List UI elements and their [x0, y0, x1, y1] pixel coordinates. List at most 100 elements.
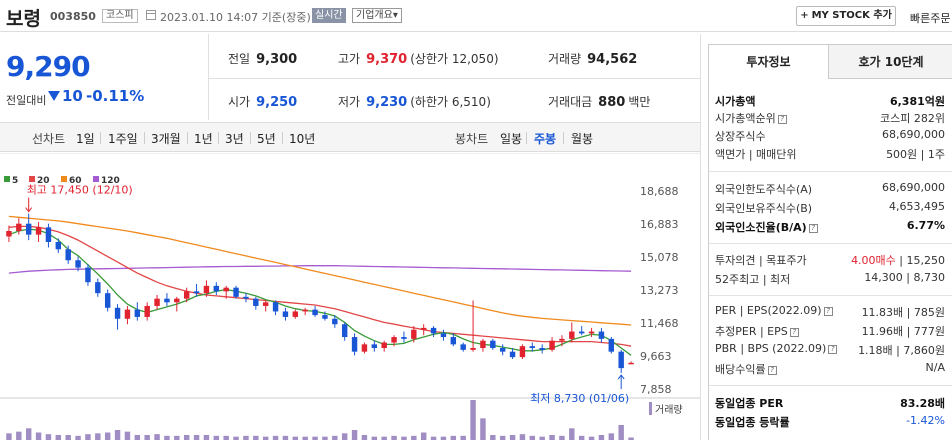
volume-bar: [539, 436, 545, 440]
candle-body: [183, 291, 190, 299]
week52-row: 52주최고 | 최저 14,300 | 8,730: [715, 271, 945, 286]
investment-info-panel: 투자정보 호가 10단계 시가총액 6,381억원 시가총액순위? 코스피 282위…: [708, 44, 952, 440]
help-icon: ?: [808, 223, 818, 233]
volume-bar: [45, 434, 52, 440]
calendar-icon: [146, 10, 156, 20]
period-3m[interactable]: 3개월: [151, 132, 181, 146]
candle-body: [85, 267, 91, 283]
foreign-hold-row: 외국인보유주식수(B) 4,653,495: [715, 200, 945, 215]
candle-body: [65, 249, 71, 261]
divider: [208, 78, 700, 79]
volume-bar: [174, 435, 180, 440]
stock-code: 003850: [50, 10, 96, 23]
volume-bar: [16, 431, 22, 440]
volume-bar: [450, 435, 457, 440]
period-weekly[interactable]: 주봉: [534, 132, 557, 146]
foreign-limit-row: 외국인한도주식수(A) 68,690,000: [715, 181, 945, 196]
candle-body: [144, 305, 150, 317]
line-chart-label: 선차트: [32, 132, 66, 146]
market-cap-rank-row: 시가총액순위? 코스피 282위: [715, 112, 945, 125]
volume-bar: [618, 425, 624, 440]
face-value-row: 액면가 | 매매단위 500원 | 1주: [715, 148, 945, 161]
candle-body: [529, 346, 536, 349]
candle-body: [154, 298, 160, 306]
candle-body: [411, 329, 417, 339]
volume-bar: [529, 435, 536, 440]
ma60-line: [8, 215, 632, 326]
candle-body: [124, 309, 131, 319]
candle-body: [134, 309, 141, 317]
legend-swatch: [4, 176, 10, 182]
legend-label: 120: [101, 176, 120, 186]
divider: [187, 132, 188, 144]
low-arrow-head: [617, 374, 625, 380]
volume-bar: [65, 435, 71, 440]
volume-bar: [608, 433, 615, 440]
divider: [709, 171, 952, 172]
volume-bar: [440, 436, 447, 440]
period-daily[interactable]: 일봉: [500, 132, 523, 146]
candle-body: [628, 362, 634, 365]
timestamp: 2023.01.10 14:07 기준(장중): [160, 11, 311, 24]
volume-bar: [312, 436, 318, 440]
candle-body: [35, 227, 42, 235]
quick-order-link[interactable]: 빠른주문: [910, 12, 951, 25]
down-triangle-icon: [48, 91, 60, 101]
candle-body: [618, 351, 624, 369]
volume-bar: [460, 435, 466, 440]
volume-bar: [243, 435, 249, 440]
candle-body: [272, 302, 279, 312]
y-tick-label: 13,273: [640, 284, 679, 297]
volume-bar: [164, 435, 170, 440]
my-stock-add-button[interactable]: + MY STOCK 추가: [796, 6, 896, 26]
realtime-button[interactable]: 실시간: [312, 8, 346, 23]
period-1y[interactable]: 1년: [194, 132, 213, 146]
volume-bar: [470, 400, 476, 440]
volume-bar: [95, 433, 101, 440]
period-10y[interactable]: 10년: [289, 132, 316, 146]
volume-bar: [154, 434, 160, 440]
chevron-down-icon: ▾: [392, 10, 398, 21]
current-price: 9,290: [6, 50, 91, 83]
tab-orderbook[interactable]: 호가 10단계: [829, 45, 952, 79]
help-icon: ?: [777, 114, 787, 124]
legend-swatch: [29, 176, 35, 182]
legend-label: 5: [12, 176, 18, 186]
candle-body: [559, 338, 565, 341]
divider: [218, 132, 219, 144]
candle-body: [332, 318, 338, 325]
volume-bar: [85, 434, 91, 440]
volume-bar: [292, 436, 299, 440]
candle-body: [450, 337, 457, 345]
tab-invest-info[interactable]: 투자정보: [709, 45, 829, 79]
candle-body: [480, 340, 486, 349]
period-3y[interactable]: 3년: [225, 132, 244, 146]
volume-bar: [578, 435, 585, 440]
volume-bar: [361, 435, 368, 440]
volume-bar: [262, 436, 269, 440]
prev-close: 전일 9,300: [228, 52, 298, 67]
high-price: 고가 9,370 (상한가 12,050): [338, 52, 499, 67]
period-1w[interactable]: 1주일: [108, 132, 138, 146]
volume-bar: [411, 435, 417, 440]
candle-body: [292, 311, 299, 317]
candle-body: [164, 298, 170, 303]
period-1d[interactable]: 1일: [76, 132, 95, 146]
candle-body: [341, 324, 348, 338]
company-overview-button[interactable]: 기업개요▾: [352, 8, 402, 23]
my-stock-label: MY STOCK 추가: [811, 10, 892, 21]
volume-bar: [183, 435, 190, 440]
volume-bar: [509, 435, 516, 440]
period-5y[interactable]: 5년: [257, 132, 276, 146]
volume-bar: [381, 436, 387, 440]
divider: [100, 132, 101, 144]
candle-body: [282, 311, 289, 317]
period-monthly[interactable]: 월봉: [571, 132, 594, 146]
volume-legend-swatch: [649, 402, 652, 415]
volume-bar: [55, 435, 62, 440]
market-badge: 코스피: [102, 9, 138, 23]
volume-bar: [559, 435, 565, 440]
volume-bar: [144, 435, 150, 440]
volume-bar: [272, 435, 279, 440]
candle-body: [16, 223, 22, 232]
